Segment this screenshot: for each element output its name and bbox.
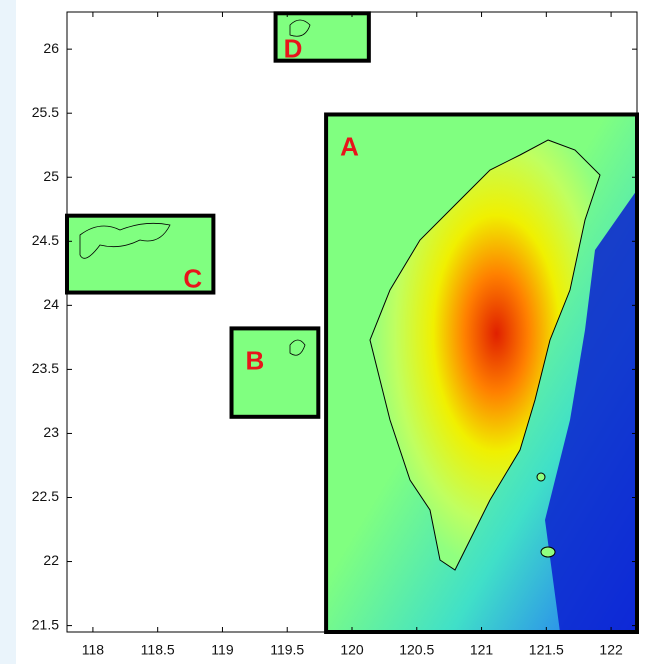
region-label: A — [340, 131, 359, 161]
side-pane — [0, 0, 16, 664]
region-label: D — [284, 34, 303, 64]
y-tick-label: 23 — [43, 424, 59, 440]
x-tick-label: 120.5 — [399, 642, 434, 658]
region-label: C — [183, 263, 202, 293]
y-tick-label: 25 — [43, 168, 59, 184]
x-tick-label: 121 — [470, 642, 494, 658]
y-tick-label: 22.5 — [32, 488, 59, 504]
x-tick-label: 118 — [82, 642, 105, 658]
region-box — [65, 213, 216, 295]
x-tick-label: 122 — [599, 642, 623, 658]
y-tick-label: 25.5 — [32, 104, 59, 120]
region-label: B — [246, 345, 265, 375]
x-tick-label: 119.5 — [270, 642, 304, 658]
x-tick-label: 119 — [211, 642, 234, 658]
region-fill — [275, 13, 369, 61]
y-tick-label: 26 — [43, 40, 59, 56]
x-tick-label: 120 — [340, 642, 364, 658]
terrain — [326, 114, 637, 632]
y-tick-label: 23.5 — [32, 360, 59, 376]
y-tick-label: 24 — [43, 296, 59, 312]
y-tick-label: 21.5 — [32, 616, 59, 632]
y-tick-label: 24.5 — [32, 232, 59, 248]
y-tick-label: 22 — [43, 552, 59, 568]
x-tick-label: 118.5 — [141, 642, 175, 658]
region-box — [229, 326, 321, 419]
region-box — [273, 11, 371, 63]
islands — [79, 19, 311, 356]
x-tick-label: 121.5 — [529, 642, 564, 658]
